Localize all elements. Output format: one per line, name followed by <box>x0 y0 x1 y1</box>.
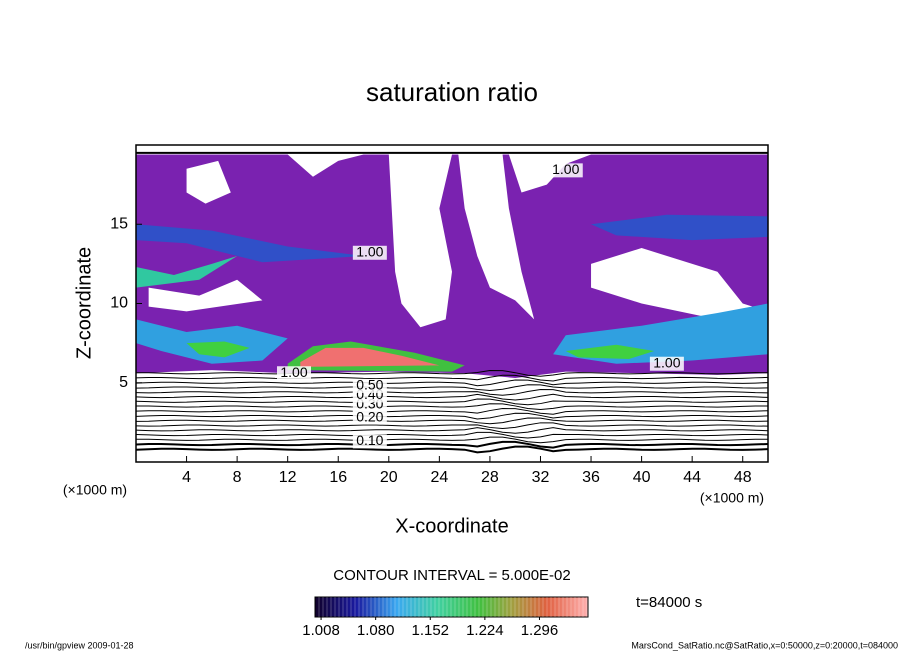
contour-field <box>136 145 768 454</box>
contour-label-bg <box>352 245 387 260</box>
contour-label-bg <box>548 163 583 178</box>
contour-line <box>136 369 768 377</box>
x-tick-label: 12 <box>279 469 297 486</box>
contour-line <box>136 403 768 411</box>
contour-label-bg <box>352 378 387 393</box>
y-tick-label: 5 <box>119 374 128 391</box>
x-tick-label: 4 <box>182 469 191 486</box>
colorbar-tick-label: 1.008 <box>302 622 340 639</box>
contour-label: 0.10 <box>356 432 383 448</box>
contour-line <box>136 384 768 392</box>
x-tick-label: 44 <box>683 469 701 486</box>
colorbar <box>314 596 589 618</box>
x-tick-label: 24 <box>430 469 448 486</box>
x-axis-label: X-coordinate <box>395 515 508 537</box>
field-layer <box>565 344 655 359</box>
x-tick-label: 40 <box>633 469 651 486</box>
x-tick-label: 32 <box>532 469 550 486</box>
x-tick-label: 28 <box>481 469 499 486</box>
x-tick-label: 20 <box>380 469 398 486</box>
top-band <box>136 145 768 155</box>
x-tick-label: 16 <box>329 469 347 486</box>
contour-label: 1.00 <box>280 364 307 380</box>
x-unit: (×1000 m) <box>700 490 764 506</box>
x-tick-label: 48 <box>734 469 752 486</box>
contour-line <box>136 417 768 425</box>
field-layer <box>136 224 364 263</box>
footer-left: /usr/bin/gpview 2009-01-28 <box>25 640 134 650</box>
field-layer <box>300 347 440 367</box>
y-unit: (×1000 m) <box>63 482 127 498</box>
colorbar-tick-label: 1.296 <box>521 622 559 639</box>
field-layer <box>136 255 238 288</box>
contour-line <box>136 408 768 415</box>
contour-line <box>136 374 768 382</box>
contour-label: 1.00 <box>552 161 579 177</box>
contour-line <box>136 431 768 439</box>
contour-label: 0.50 <box>356 377 383 393</box>
field-hole <box>458 154 535 320</box>
chart-title: saturation ratio <box>366 77 538 107</box>
contour-label-bg <box>352 434 387 449</box>
contour-label-bg <box>352 410 387 425</box>
field-layer <box>186 341 250 358</box>
contour-label: 1.00 <box>653 354 680 370</box>
contour-line <box>136 445 768 454</box>
field-hole <box>148 279 263 312</box>
time-label: t=84000 s <box>636 594 702 611</box>
colorbar-tick-label: 1.224 <box>466 622 504 639</box>
contour-line <box>136 379 768 387</box>
field-region <box>136 154 768 378</box>
y-tick-label: 15 <box>110 215 128 232</box>
x-tick-label: 8 <box>233 469 242 486</box>
field-layer <box>591 214 768 241</box>
colorbar-tick-label: 1.080 <box>357 622 395 639</box>
contour-line <box>136 398 768 406</box>
x-tick-label: 36 <box>582 469 600 486</box>
y-tick-label: 10 <box>110 295 128 312</box>
y-axis-label: Z-coordinate <box>73 247 95 359</box>
contour-line <box>136 422 768 430</box>
contour-line <box>136 436 768 444</box>
colorbar-tick-label: 1.152 <box>411 622 449 639</box>
contour-label: 0.20 <box>356 408 383 424</box>
field-hole <box>186 160 231 204</box>
footer-right: MarsCond_SatRatio.nc@SatRatio,x=0:50000,… <box>631 640 898 650</box>
contour-line <box>136 393 768 401</box>
field-hole <box>287 154 364 177</box>
contour-interval: CONTOUR INTERVAL = 5.000E-02 <box>333 567 570 584</box>
contour-label-bg <box>649 356 684 371</box>
contour-line <box>136 412 768 420</box>
contour-label: 1.00 <box>356 243 383 259</box>
contour-line <box>136 389 768 396</box>
contour-line <box>136 440 768 449</box>
contour-line <box>136 427 768 434</box>
field-hole <box>388 154 452 328</box>
contour-label-bg <box>277 366 311 381</box>
field-layer <box>136 319 288 364</box>
